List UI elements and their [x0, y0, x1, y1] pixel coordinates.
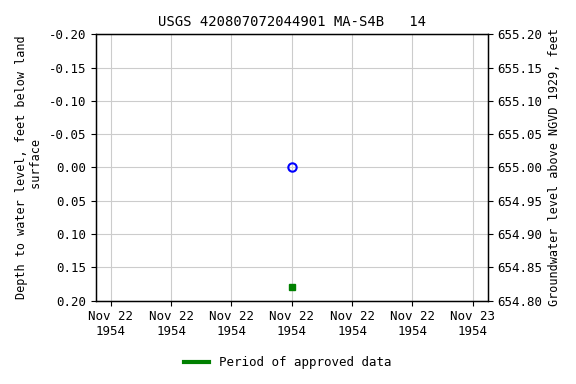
Y-axis label: Depth to water level, feet below land
 surface: Depth to water level, feet below land su… [15, 36, 43, 299]
Legend: Period of approved data: Period of approved data [179, 351, 397, 374]
Y-axis label: Groundwater level above NGVD 1929, feet: Groundwater level above NGVD 1929, feet [548, 28, 561, 306]
Title: USGS 420807072044901 MA-S4B   14: USGS 420807072044901 MA-S4B 14 [158, 15, 426, 29]
